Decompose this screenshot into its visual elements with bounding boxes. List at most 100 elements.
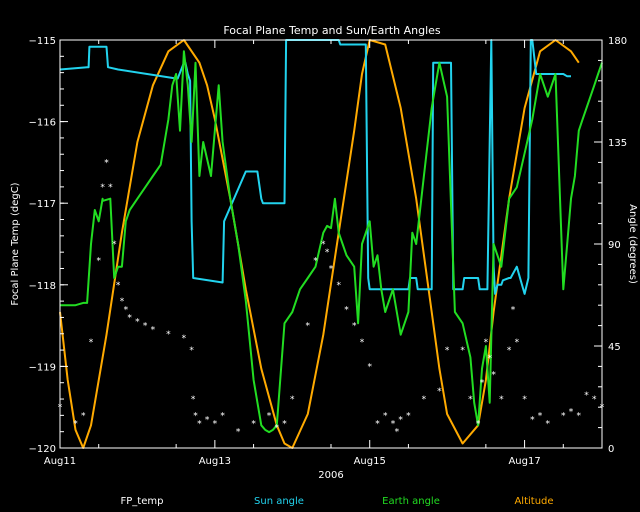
y-right-tick-label-2: 90 — [608, 240, 621, 251]
fp-temp-point: * — [329, 264, 334, 274]
fp-temp-point: * — [306, 322, 311, 332]
fp-temp-point: * — [445, 346, 450, 356]
y-left-tick-label-5: −120 — [29, 444, 56, 455]
fp-temp-point: * — [538, 411, 543, 421]
fp-temp-point: * — [73, 420, 78, 430]
fp-temp-point: * — [116, 281, 121, 291]
y-axis-label-left: Focal Plane Temp (degC) — [10, 182, 21, 305]
series-layer: ************* * * * * ***** * ****** ***********… — [58, 39, 605, 449]
fp-temp-point: * — [124, 305, 129, 315]
fp-temp-point: * — [151, 326, 156, 336]
fp-temp-point: * — [468, 395, 473, 405]
fp-temp-point: * — [522, 395, 527, 405]
fp-temp-point: * — [135, 318, 140, 328]
fp-temp-point: * — [491, 371, 496, 381]
fp-temp-point: * — [275, 424, 280, 434]
fp-temp-point: * — [100, 183, 105, 193]
fp-temp-point: * — [484, 338, 489, 348]
fp-temp-point: * — [104, 158, 109, 168]
series-altitude-line — [59, 39, 580, 449]
fp-temp-point: * — [530, 415, 535, 425]
fp-temp-point: * — [360, 338, 365, 348]
fp-temp-point: * — [584, 391, 589, 401]
x-tick-label-2: Aug15 — [354, 456, 386, 467]
fp-temp-point: * — [325, 248, 330, 258]
axis-ticks: Aug11 Aug13 Aug15 Aug17 −115 −116 −117 −118 −119… — [29, 36, 628, 467]
fp-temp-point: * — [290, 395, 295, 405]
fp-temp-point: * — [391, 420, 396, 430]
fp-temp-point: * — [336, 281, 341, 291]
fp-temp-point: * — [511, 305, 516, 315]
fp-temp-point: * — [189, 346, 194, 356]
legend: FP_temp Sun angle Earth angle Altitude — [121, 496, 554, 507]
fp-temp-point: * — [437, 387, 442, 397]
chart-title: Focal Plane Temp and Sun/Earth Angles — [223, 24, 441, 37]
fp-temp-point: * — [120, 297, 125, 307]
plot-frame — [59, 39, 603, 449]
fp-temp-point: * — [81, 411, 86, 421]
x-tick-label-0: Aug11 — [44, 456, 76, 467]
fp-temp-point: * — [561, 411, 566, 421]
fp-temp-point: * — [487, 354, 492, 364]
y-left-tick-label-0: −115 — [29, 36, 56, 47]
fp-temp-point: * — [460, 346, 465, 356]
fp-temp-point: * — [499, 395, 504, 405]
series-fp-temp: ************* * * * * ***** * ****** ***********… — [58, 158, 605, 437]
x-tick-label-1: Aug13 — [199, 456, 231, 467]
fp-temp-point: * — [398, 415, 403, 425]
y-left-tick-label-2: −117 — [29, 199, 56, 210]
fp-temp-point: * — [422, 395, 427, 405]
fp-temp-point: * — [367, 362, 372, 372]
fp-temp-point: * — [127, 313, 132, 323]
fp-temp-point: * — [515, 338, 520, 348]
fp-temp-point: * — [476, 420, 481, 430]
legend-item-earth-angle: Earth angle — [382, 496, 440, 507]
fp-temp-point: * — [383, 411, 388, 421]
fp-temp-point: * — [507, 346, 512, 356]
fp-temp-point: * — [205, 415, 210, 425]
y-left-tick-label-4: −119 — [29, 362, 56, 373]
fp-temp-point: * — [321, 240, 326, 250]
legend-item-altitude: Altitude — [514, 496, 553, 507]
fp-temp-point: * — [282, 420, 287, 430]
fp-temp-point: * — [112, 240, 117, 250]
y-right-tick-label-4: 180 — [608, 36, 627, 47]
fp-temp-point: * — [480, 379, 485, 389]
fp-temp-point: * — [182, 334, 187, 344]
y-right-tick-label-1: 45 — [608, 342, 621, 353]
fp-temp-point: * — [592, 395, 597, 405]
series-earth-angle-line — [60, 50, 603, 434]
y-left-tick-label-3: −118 — [29, 281, 56, 292]
y-right-tick-label-0: 0 — [608, 444, 614, 455]
fp-temp-point: * — [251, 420, 256, 430]
fp-temp-point: * — [577, 411, 582, 421]
fp-temp-point: * — [395, 428, 400, 438]
fp-temp-point: * — [569, 407, 574, 417]
fp-temp-point: * — [96, 256, 101, 266]
fp-temp-point: * — [406, 411, 411, 421]
x-tick-label-3: Aug17 — [508, 456, 540, 467]
y-right-tick-label-3: 135 — [608, 138, 627, 149]
fp-temp-point: * — [108, 183, 113, 193]
fp-temp-point: * — [143, 322, 148, 332]
y-axis-label-right: Angle (degrees) — [627, 204, 638, 284]
fp-temp-point: * — [344, 305, 349, 315]
legend-item-sun-angle: Sun angle — [254, 496, 304, 507]
y-left-tick-label-1: −116 — [29, 118, 56, 129]
fp-temp-point: * — [191, 395, 196, 405]
fp-temp-point: * — [375, 420, 380, 430]
fp-temp-point: * — [236, 428, 241, 438]
fp-temp-point: * — [352, 322, 357, 332]
fp-temp-point: * — [267, 411, 272, 421]
fp-temp-point: * — [197, 420, 202, 430]
fp-temp-point: * — [220, 411, 225, 421]
legend-item-fp-temp: FP_temp — [121, 496, 164, 507]
fp-temp-point: * — [313, 256, 318, 266]
fp-temp-point: * — [546, 420, 551, 430]
fp-temp-point: * — [193, 411, 198, 421]
x-axis-label: 2006 — [318, 470, 343, 481]
fp-temp-point: * — [89, 338, 94, 348]
fp-temp-point: * — [166, 330, 171, 340]
fp-temp-point: * — [213, 420, 218, 430]
